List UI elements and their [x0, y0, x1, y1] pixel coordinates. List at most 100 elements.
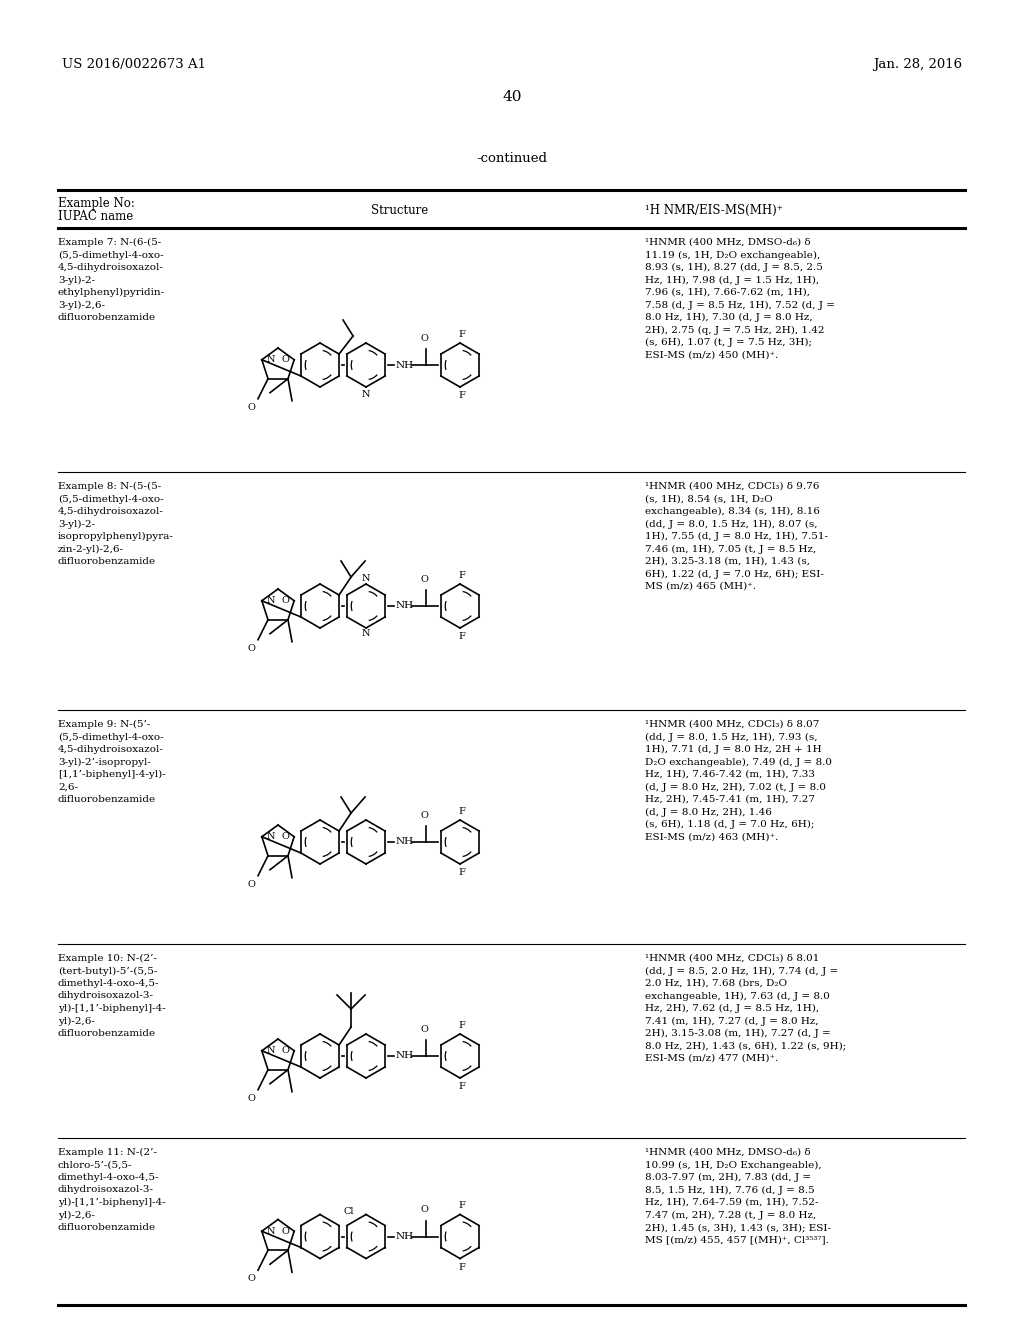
Text: NH: NH — [396, 1052, 414, 1060]
Text: F: F — [459, 391, 466, 400]
Text: 4,5-dihydroisoxazol-: 4,5-dihydroisoxazol- — [58, 507, 164, 516]
Text: O: O — [420, 1026, 428, 1034]
Text: O: O — [420, 334, 428, 343]
Text: dimethyl-4-oxo-4,5-: dimethyl-4-oxo-4,5- — [58, 979, 160, 987]
Text: 11.19 (s, 1H, D₂O exchangeable),: 11.19 (s, 1H, D₂O exchangeable), — [645, 251, 820, 260]
Text: Example 11: N-(2’-: Example 11: N-(2’- — [58, 1148, 157, 1158]
Text: -continued: -continued — [476, 152, 548, 165]
Text: ¹HNMR (400 MHz, CDCl₃) δ 9.76: ¹HNMR (400 MHz, CDCl₃) δ 9.76 — [645, 482, 819, 491]
Text: F: F — [459, 869, 466, 876]
Text: NH: NH — [396, 602, 414, 610]
Text: dimethyl-4-oxo-4,5-: dimethyl-4-oxo-4,5- — [58, 1173, 160, 1181]
Text: NH: NH — [396, 1232, 414, 1241]
Text: (dd, J = 8.0, 1.5 Hz, 1H), 7.93 (s,: (dd, J = 8.0, 1.5 Hz, 1H), 7.93 (s, — [645, 733, 817, 742]
Text: difluorobenzamide: difluorobenzamide — [58, 557, 156, 566]
Text: O: O — [282, 355, 289, 364]
Text: 2H), 2.75 (q, J = 7.5 Hz, 2H), 1.42: 2H), 2.75 (q, J = 7.5 Hz, 2H), 1.42 — [645, 326, 824, 335]
Text: dihydroisoxazol-3-: dihydroisoxazol-3- — [58, 991, 154, 1001]
Text: F: F — [459, 1201, 466, 1210]
Text: 8.0 Hz, 1H), 7.30 (d, J = 8.0 Hz,: 8.0 Hz, 1H), 7.30 (d, J = 8.0 Hz, — [645, 313, 813, 322]
Text: O: O — [247, 879, 255, 888]
Text: Example 9: N-(5’-: Example 9: N-(5’- — [58, 719, 151, 729]
Text: ESI-MS (m/z) 463 (MH)⁺.: ESI-MS (m/z) 463 (MH)⁺. — [645, 833, 778, 842]
Text: exchangeable, 1H), 7.63 (d, J = 8.0: exchangeable, 1H), 7.63 (d, J = 8.0 — [645, 991, 829, 1001]
Text: (d, J = 8.0 Hz, 2H), 7.02 (t, J = 8.0: (d, J = 8.0 Hz, 2H), 7.02 (t, J = 8.0 — [645, 783, 826, 792]
Text: O: O — [282, 1047, 289, 1055]
Text: (5,5-dimethyl-4-oxo-: (5,5-dimethyl-4-oxo- — [58, 733, 164, 742]
Text: difluorobenzamide: difluorobenzamide — [58, 795, 156, 804]
Text: 2,6-: 2,6- — [58, 783, 78, 792]
Text: NH: NH — [396, 837, 414, 846]
Text: F: F — [459, 1082, 466, 1092]
Text: 8.93 (s, 1H), 8.27 (dd, J = 8.5, 2.5: 8.93 (s, 1H), 8.27 (dd, J = 8.5, 2.5 — [645, 263, 823, 272]
Text: F: F — [459, 807, 466, 816]
Text: MS [(m/z) 455, 457 [(MH)⁺, Cl³⁵³⁷].: MS [(m/z) 455, 457 [(MH)⁺, Cl³⁵³⁷]. — [645, 1236, 828, 1245]
Text: 7.46 (m, 1H), 7.05 (t, J = 8.5 Hz,: 7.46 (m, 1H), 7.05 (t, J = 8.5 Hz, — [645, 544, 816, 553]
Text: 3-yl)-2-: 3-yl)-2- — [58, 520, 95, 528]
Text: ¹HNMR (400 MHz, DMSO-d₆) δ: ¹HNMR (400 MHz, DMSO-d₆) δ — [645, 238, 811, 247]
Text: 7.96 (s, 1H), 7.66-7.62 (m, 1H),: 7.96 (s, 1H), 7.66-7.62 (m, 1H), — [645, 288, 810, 297]
Text: ESI-MS (m/z) 450 (MH)⁺.: ESI-MS (m/z) 450 (MH)⁺. — [645, 351, 778, 359]
Text: Hz, 1H), 7.46-7.42 (m, 1H), 7.33: Hz, 1H), 7.46-7.42 (m, 1H), 7.33 — [645, 770, 815, 779]
Text: 40: 40 — [502, 90, 522, 104]
Text: O: O — [420, 810, 428, 820]
Text: difluorobenzamide: difluorobenzamide — [58, 313, 156, 322]
Text: zin-2-yl)-2,6-: zin-2-yl)-2,6- — [58, 544, 124, 553]
Text: (s, 6H), 1.07 (t, J = 7.5 Hz, 3H);: (s, 6H), 1.07 (t, J = 7.5 Hz, 3H); — [645, 338, 812, 347]
Text: O: O — [420, 1205, 428, 1214]
Text: N: N — [267, 832, 275, 841]
Text: 1H), 7.55 (d, J = 8.0 Hz, 1H), 7.51-: 1H), 7.55 (d, J = 8.0 Hz, 1H), 7.51- — [645, 532, 828, 541]
Text: 8.0 Hz, 2H), 1.43 (s, 6H), 1.22 (s, 9H);: 8.0 Hz, 2H), 1.43 (s, 6H), 1.22 (s, 9H); — [645, 1041, 846, 1051]
Text: 8.03-7.97 (m, 2H), 7.83 (dd, J =: 8.03-7.97 (m, 2H), 7.83 (dd, J = — [645, 1173, 811, 1183]
Text: N: N — [267, 355, 275, 364]
Text: Structure: Structure — [372, 205, 429, 216]
Text: (s, 1H), 8.54 (s, 1H, D₂O: (s, 1H), 8.54 (s, 1H, D₂O — [645, 495, 773, 503]
Text: Example No:: Example No: — [58, 197, 135, 210]
Text: O: O — [247, 644, 255, 653]
Text: N: N — [361, 630, 371, 638]
Text: N: N — [267, 597, 275, 606]
Text: ESI-MS (m/z) 477 (MH)⁺.: ESI-MS (m/z) 477 (MH)⁺. — [645, 1053, 778, 1063]
Text: 2H), 3.15-3.08 (m, 1H), 7.27 (d, J =: 2H), 3.15-3.08 (m, 1H), 7.27 (d, J = — [645, 1030, 830, 1038]
Text: Jan. 28, 2016: Jan. 28, 2016 — [872, 58, 962, 71]
Text: dihydroisoxazol-3-: dihydroisoxazol-3- — [58, 1185, 154, 1195]
Text: Hz, 2H), 7.62 (d, J = 8.5 Hz, 1H),: Hz, 2H), 7.62 (d, J = 8.5 Hz, 1H), — [645, 1005, 819, 1014]
Text: 3-yl)-2’-isopropyl-: 3-yl)-2’-isopropyl- — [58, 758, 151, 767]
Text: yl)-2,6-: yl)-2,6- — [58, 1016, 95, 1026]
Text: O: O — [247, 403, 255, 412]
Text: N: N — [267, 1226, 275, 1236]
Text: Example 10: N-(2’-: Example 10: N-(2’- — [58, 954, 157, 964]
Text: ¹H NMR/EIS-MS(MH)⁺: ¹H NMR/EIS-MS(MH)⁺ — [645, 205, 783, 216]
Text: (s, 6H), 1.18 (d, J = 7.0 Hz, 6H);: (s, 6H), 1.18 (d, J = 7.0 Hz, 6H); — [645, 820, 814, 829]
Text: Example 7: N-(6-(5-: Example 7: N-(6-(5- — [58, 238, 161, 247]
Text: isopropylphenyl)pyra-: isopropylphenyl)pyra- — [58, 532, 174, 541]
Text: yl)-[1,1’-biphenyl]-4-: yl)-[1,1’-biphenyl]-4- — [58, 1005, 166, 1014]
Text: (5,5-dimethyl-4-oxo-: (5,5-dimethyl-4-oxo- — [58, 251, 164, 260]
Text: O: O — [282, 1226, 289, 1236]
Text: O: O — [247, 1094, 255, 1102]
Text: Hz, 1H), 7.98 (d, J = 1.5 Hz, 1H),: Hz, 1H), 7.98 (d, J = 1.5 Hz, 1H), — [645, 276, 819, 285]
Text: O: O — [282, 597, 289, 606]
Text: 2H), 1.45 (s, 3H), 1.43 (s, 3H); ESI-: 2H), 1.45 (s, 3H), 1.43 (s, 3H); ESI- — [645, 1224, 831, 1232]
Text: IUPAC name: IUPAC name — [58, 210, 133, 223]
Text: D₂O exchangeable), 7.49 (d, J = 8.0: D₂O exchangeable), 7.49 (d, J = 8.0 — [645, 758, 831, 767]
Text: 1H), 7.71 (d, J = 8.0 Hz, 2H + 1H: 1H), 7.71 (d, J = 8.0 Hz, 2H + 1H — [645, 744, 821, 754]
Text: F: F — [459, 1262, 466, 1271]
Text: (d, J = 8.0 Hz, 2H), 1.46: (d, J = 8.0 Hz, 2H), 1.46 — [645, 808, 772, 817]
Text: Cl: Cl — [343, 1206, 353, 1216]
Text: ethylphenyl)pyridin-: ethylphenyl)pyridin- — [58, 288, 165, 297]
Text: 7.47 (m, 2H), 7.28 (t, J = 8.0 Hz,: 7.47 (m, 2H), 7.28 (t, J = 8.0 Hz, — [645, 1210, 816, 1220]
Text: N: N — [361, 389, 371, 399]
Text: (dd, J = 8.0, 1.5 Hz, 1H), 8.07 (s,: (dd, J = 8.0, 1.5 Hz, 1H), 8.07 (s, — [645, 520, 817, 528]
Text: 3-yl)-2,6-: 3-yl)-2,6- — [58, 301, 105, 310]
Text: yl)-2,6-: yl)-2,6- — [58, 1210, 95, 1220]
Text: 4,5-dihydroisoxazol-: 4,5-dihydroisoxazol- — [58, 744, 164, 754]
Text: Hz, 1H), 7.64-7.59 (m, 1H), 7.52-: Hz, 1H), 7.64-7.59 (m, 1H), 7.52- — [645, 1199, 818, 1206]
Text: O: O — [282, 832, 289, 841]
Text: US 2016/0022673 A1: US 2016/0022673 A1 — [62, 58, 206, 71]
Text: 2.0 Hz, 1H), 7.68 (brs, D₂O: 2.0 Hz, 1H), 7.68 (brs, D₂O — [645, 979, 787, 987]
Text: 4,5-dihydroisoxazol-: 4,5-dihydroisoxazol- — [58, 263, 164, 272]
Text: chloro-5’-(5,5-: chloro-5’-(5,5- — [58, 1160, 132, 1170]
Text: O: O — [420, 576, 428, 583]
Text: 7.58 (d, J = 8.5 Hz, 1H), 7.52 (d, J =: 7.58 (d, J = 8.5 Hz, 1H), 7.52 (d, J = — [645, 301, 835, 310]
